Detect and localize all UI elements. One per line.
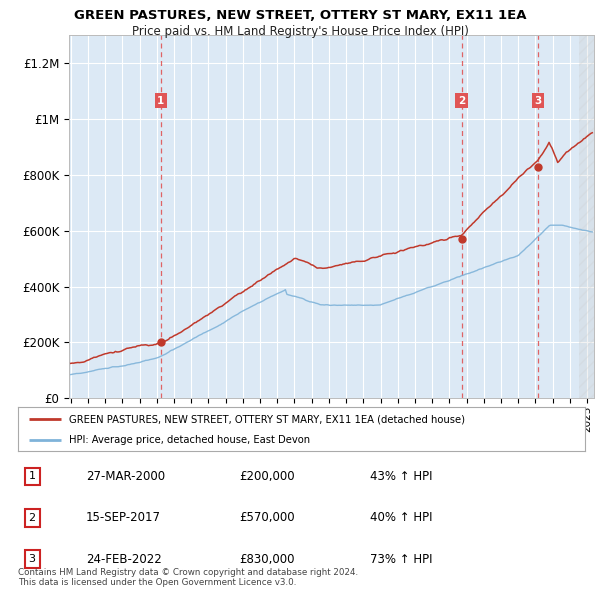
Text: 27-MAR-2000: 27-MAR-2000 [86,470,165,483]
Text: GREEN PASTURES, NEW STREET, OTTERY ST MARY, EX11 1EA (detached house): GREEN PASTURES, NEW STREET, OTTERY ST MA… [69,415,465,424]
Text: 3: 3 [535,96,542,106]
Text: 2: 2 [29,513,36,523]
Text: 2: 2 [458,96,465,106]
Text: 24-FEB-2022: 24-FEB-2022 [86,552,162,566]
Text: 43% ↑ HPI: 43% ↑ HPI [370,470,432,483]
Text: GREEN PASTURES, NEW STREET, OTTERY ST MARY, EX11 1EA: GREEN PASTURES, NEW STREET, OTTERY ST MA… [74,9,526,22]
Text: 40% ↑ HPI: 40% ↑ HPI [370,511,432,525]
Text: Price paid vs. HM Land Registry's House Price Index (HPI): Price paid vs. HM Land Registry's House … [131,25,469,38]
Text: 1: 1 [157,96,164,106]
Text: 3: 3 [29,554,35,564]
Text: HPI: Average price, detached house, East Devon: HPI: Average price, detached house, East… [69,435,310,445]
Text: £830,000: £830,000 [239,552,295,566]
Text: £570,000: £570,000 [239,511,295,525]
Text: £200,000: £200,000 [239,470,295,483]
Text: 1: 1 [29,471,35,481]
Text: 73% ↑ HPI: 73% ↑ HPI [370,552,432,566]
Text: 15-SEP-2017: 15-SEP-2017 [86,511,161,525]
Text: Contains HM Land Registry data © Crown copyright and database right 2024.
This d: Contains HM Land Registry data © Crown c… [18,568,358,587]
